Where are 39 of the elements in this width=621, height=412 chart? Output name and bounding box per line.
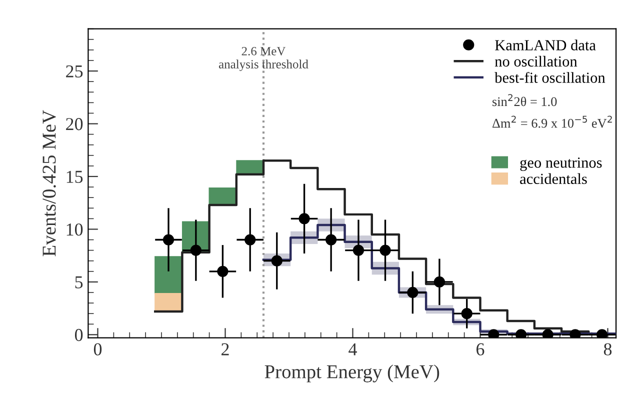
point [326, 234, 337, 246]
y-tick-label: 25 [66, 65, 83, 78]
y-tick-label: 10 [66, 223, 83, 236]
x-tick-label: 0 [94, 343, 102, 356]
x-tick-label: 2 [222, 343, 229, 356]
legend-label: geo neutrinos [520, 158, 602, 171]
legend-label: best-fit oscillation [494, 72, 606, 83]
point [434, 276, 445, 288]
legend-label: no oscillation [494, 56, 578, 67]
point [461, 308, 472, 320]
point [352, 244, 364, 256]
x-axis-title: Prompt Energy (MeV) [264, 364, 440, 382]
point [162, 234, 174, 246]
y-axis-title: Events/0.425 MeV [42, 110, 56, 256]
y-tick-label: 0 [74, 328, 83, 342]
y-tick-label: 15 [66, 170, 83, 183]
bar [154, 256, 182, 294]
x-tick-label: 8 [604, 343, 612, 356]
point [570, 329, 581, 338]
x-tick-label: 4 [348, 343, 357, 356]
point [515, 329, 527, 338]
y-tick-label: 5 [75, 276, 83, 288]
point [244, 234, 256, 246]
y-tick-label: 20 [66, 118, 83, 130]
legend-label: KamLAND data [495, 40, 596, 50]
legend-label: accidentals [520, 173, 587, 184]
point [271, 255, 282, 266]
point [488, 329, 500, 338]
point [298, 213, 310, 224]
annotation: sin$^{2}$2θ = 1.0 [492, 94, 557, 106]
point [190, 244, 202, 256]
point [407, 286, 418, 298]
point [380, 244, 391, 256]
ref-line-label: 2.6 MeV analysis threshold [218, 46, 308, 72]
x-tick-label: 6 [476, 343, 484, 356]
point [217, 266, 228, 277]
point [542, 329, 554, 338]
annotation: Δm$^{2}$ = 6.9 x 10$^{−5}$ eV$^{2}$ [492, 116, 612, 128]
point [596, 329, 608, 338]
